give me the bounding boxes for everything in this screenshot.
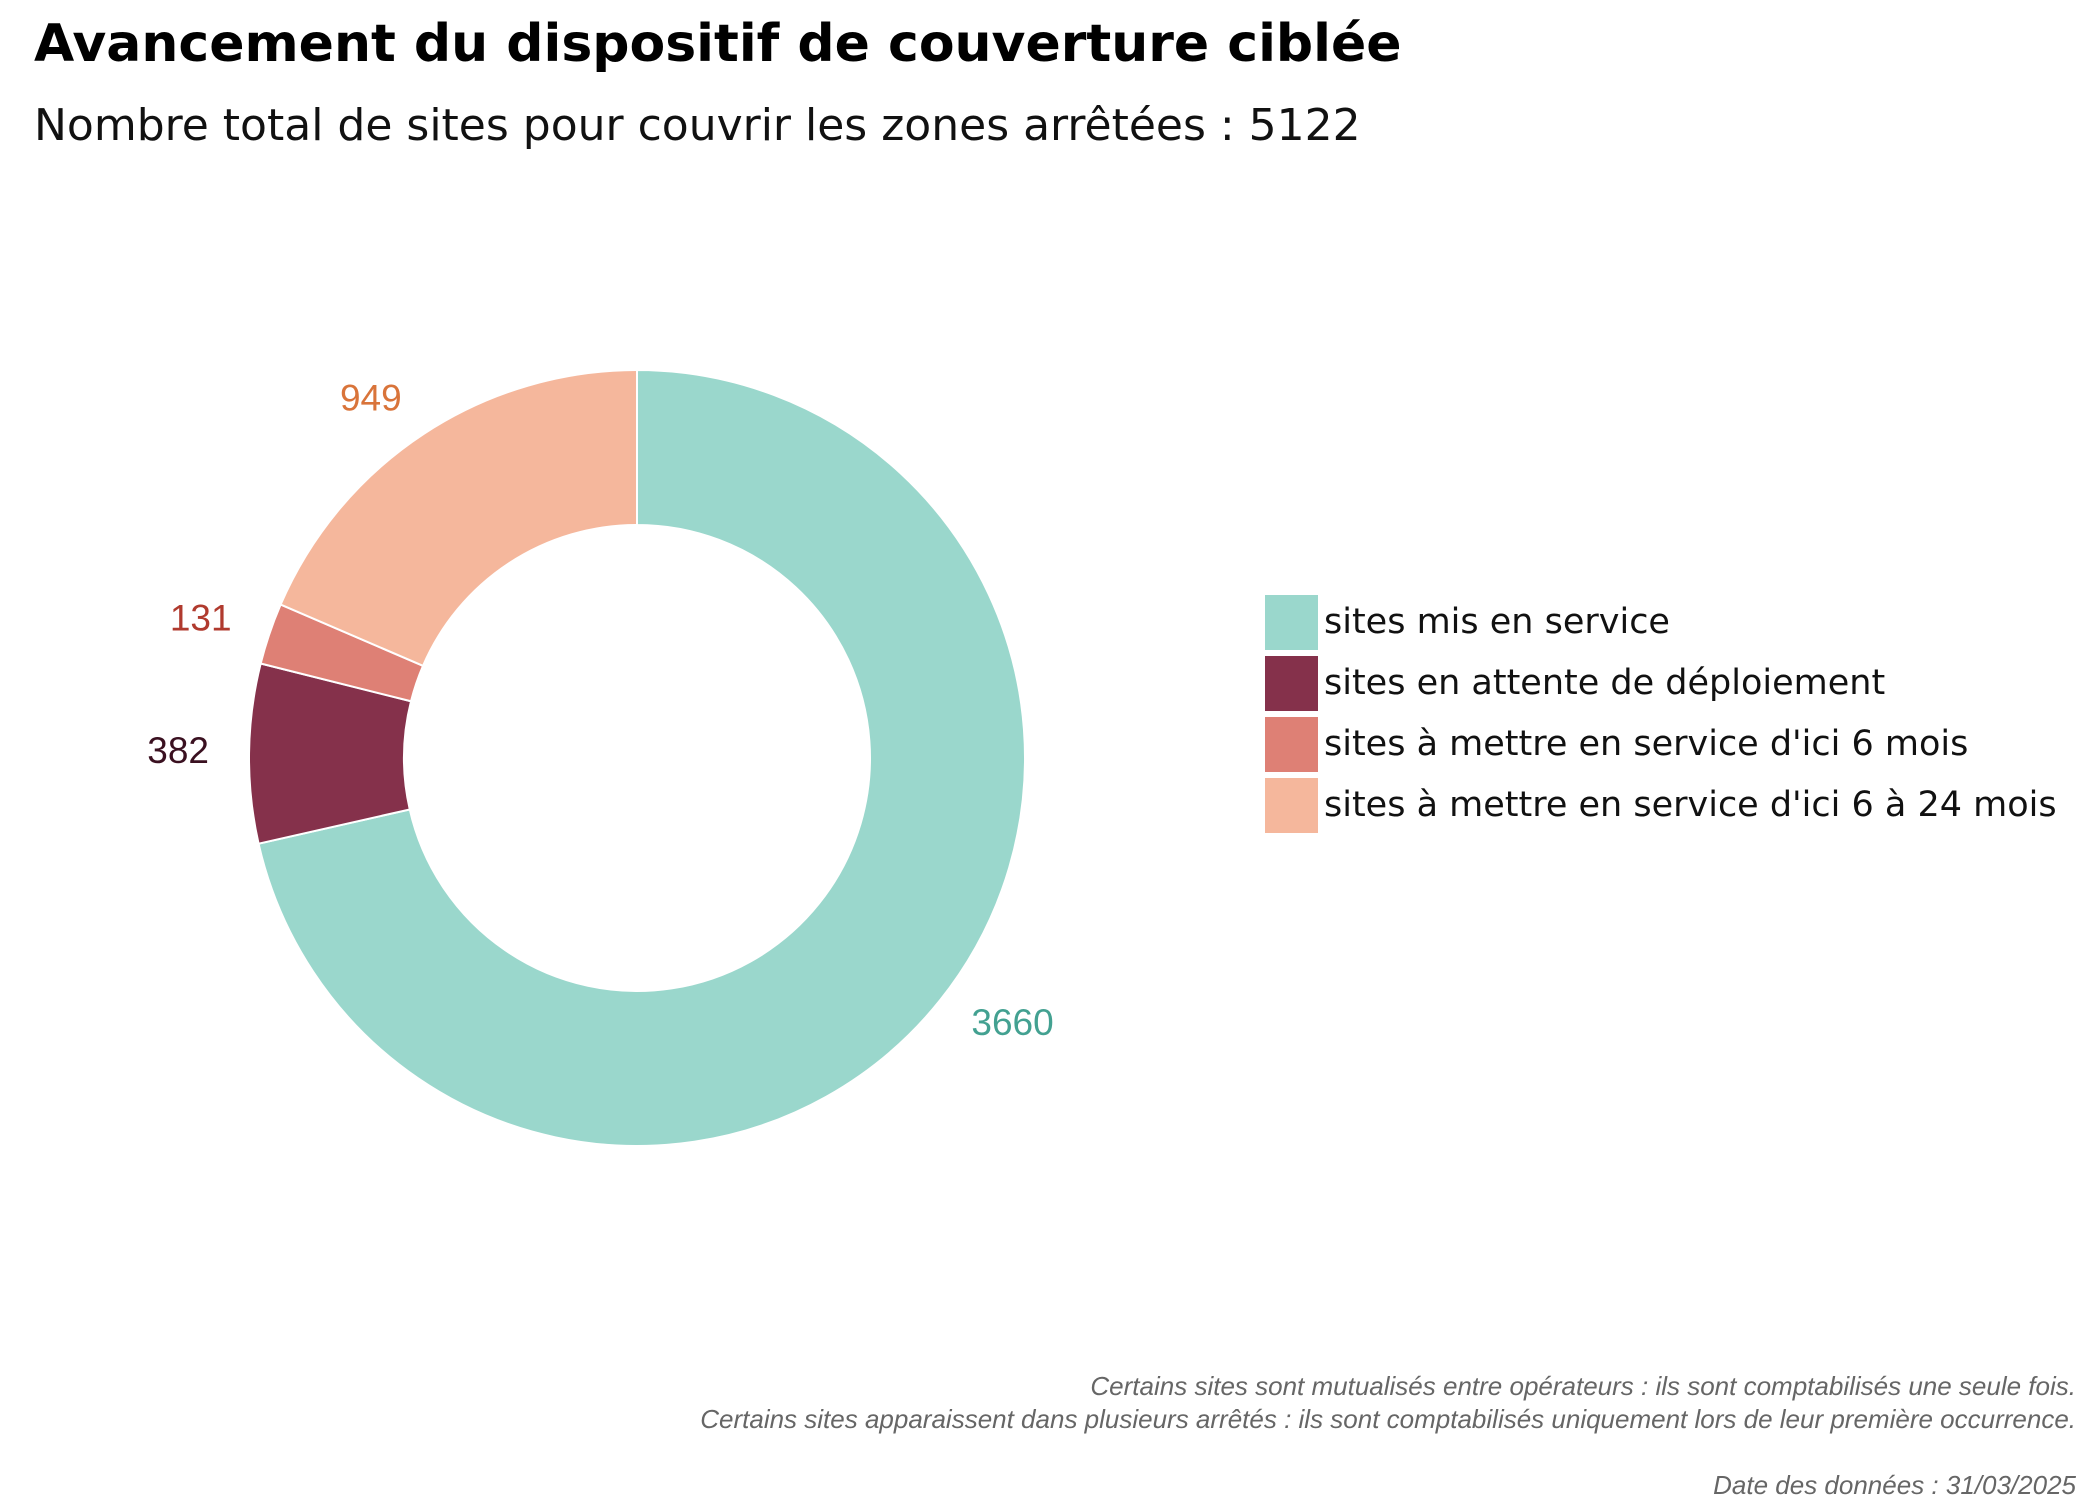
- legend-item-6-mois: sites à mettre en service d'ici 6 mois: [1265, 714, 2057, 774]
- legend-label: sites en attente de déploiement: [1324, 663, 1886, 703]
- legend-swatch: [1265, 777, 1318, 833]
- slice-value-label: 3660: [971, 1002, 1053, 1043]
- legend-label: sites à mettre en service d'ici 6 mois: [1324, 724, 1969, 764]
- legend-swatch: [1265, 716, 1318, 772]
- chart-title: Avancement du dispositif de couverture c…: [34, 14, 1402, 74]
- slice-6-24-mois: [279, 368, 638, 668]
- legend-item-mis-en-service: sites mis en service: [1265, 592, 2057, 652]
- slice-value-label: 949: [340, 377, 402, 418]
- legend-label: sites à mettre en service d'ici 6 à 24 m…: [1324, 785, 2057, 825]
- legend-item-en-attente: sites en attente de déploiement: [1265, 653, 2057, 713]
- footnotes: Certains sites sont mutualisés entre opé…: [700, 1370, 2076, 1436]
- footnote-line: Certains sites sont mutualisés entre opé…: [1090, 1371, 2076, 1401]
- footnote-line: Certains sites apparaissent dans plusieu…: [700, 1404, 2076, 1434]
- legend-label: sites mis en service: [1324, 602, 1670, 642]
- slice-value-label: 131: [170, 598, 232, 639]
- legend-swatch: [1265, 594, 1318, 650]
- slice-mis-en-service: [257, 368, 1026, 1147]
- chart-subtitle: Nombre total de sites pour couvrir les z…: [34, 100, 1361, 151]
- data-date-note: Date des données : 31/03/2025: [1713, 1470, 2076, 1500]
- slice-value-label: 382: [147, 730, 209, 771]
- legend-swatch: [1265, 655, 1318, 711]
- legend-item-6-24-mois: sites à mettre en service d'ici 6 à 24 m…: [1265, 775, 2057, 835]
- legend: sites mis en service sites en attente de…: [1265, 592, 2057, 836]
